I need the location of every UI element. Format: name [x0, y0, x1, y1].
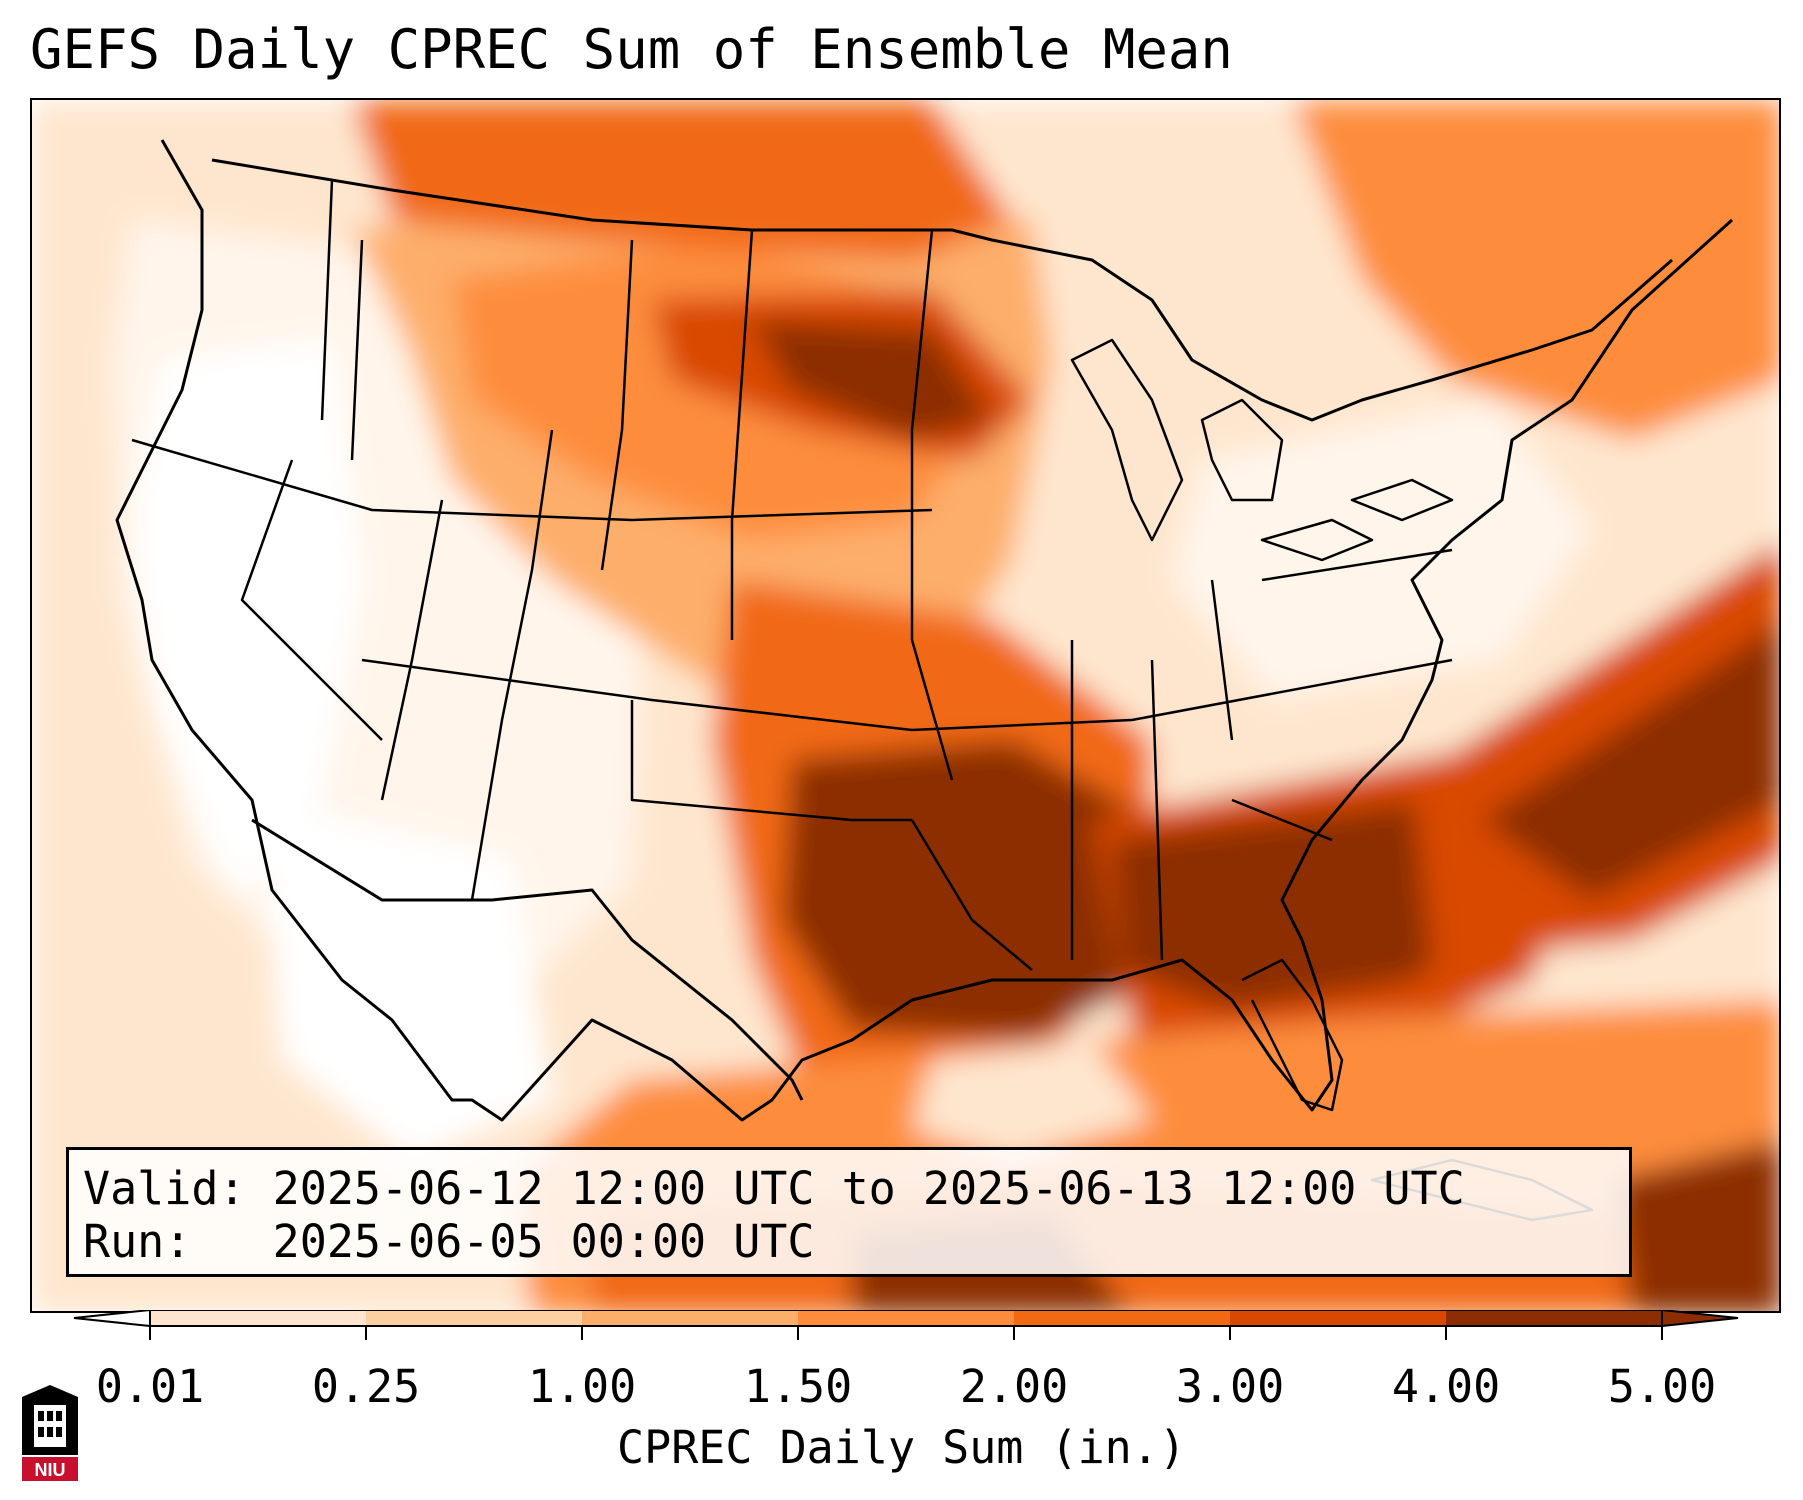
colorbar-tick-label: 2.00 — [960, 1362, 1068, 1412]
run-time-text: Run: 2025-06-05 00:00 UTC — [83, 1215, 1615, 1268]
colorbar-tick-label: 4.00 — [1392, 1362, 1500, 1412]
colorbar-tick-label: 5.00 — [1608, 1362, 1716, 1412]
colorbar-segment — [1014, 1310, 1231, 1326]
chart-title: GEFS Daily CPREC Sum of Ensemble Mean — [30, 18, 1233, 82]
colorbar-tick-label: 1.50 — [744, 1362, 852, 1412]
colorbar-over-extension — [1662, 1310, 1738, 1326]
colorbar-segment — [366, 1310, 583, 1326]
niu-logo: NIU — [20, 1385, 80, 1485]
valid-time-text: Valid: 2025-06-12 12:00 UTC to 2025-06-1… — [83, 1162, 1615, 1215]
map-frame — [30, 98, 1781, 1313]
colorbar-segment — [1446, 1310, 1663, 1326]
colorbar-tick-label: 1.00 — [528, 1362, 636, 1412]
colorbar-under-extension — [74, 1310, 150, 1326]
colorbar-ticks — [150, 1326, 1662, 1340]
colorbar-segments — [150, 1310, 1663, 1326]
colorbar-tick-label: 3.00 — [1176, 1362, 1284, 1412]
colorbar-label: CPREC Daily Sum (in.) — [0, 1422, 1803, 1474]
niu-logo-text: NIU — [35, 1460, 66, 1480]
colorbar-tick-label: 0.25 — [312, 1362, 420, 1412]
colorbar-tick-label: 0.01 — [96, 1362, 204, 1412]
valid-run-info-box: Valid: 2025-06-12 12:00 UTC to 2025-06-1… — [66, 1147, 1632, 1277]
colorbar-segment — [1230, 1310, 1447, 1326]
colorbar-segment — [798, 1310, 1015, 1326]
colorbar — [0, 1310, 1803, 1370]
colorbar-segment — [582, 1310, 799, 1326]
precipitation-field — [32, 100, 1781, 1313]
precipitation-map — [32, 100, 1781, 1313]
colorbar-segment — [150, 1310, 367, 1326]
